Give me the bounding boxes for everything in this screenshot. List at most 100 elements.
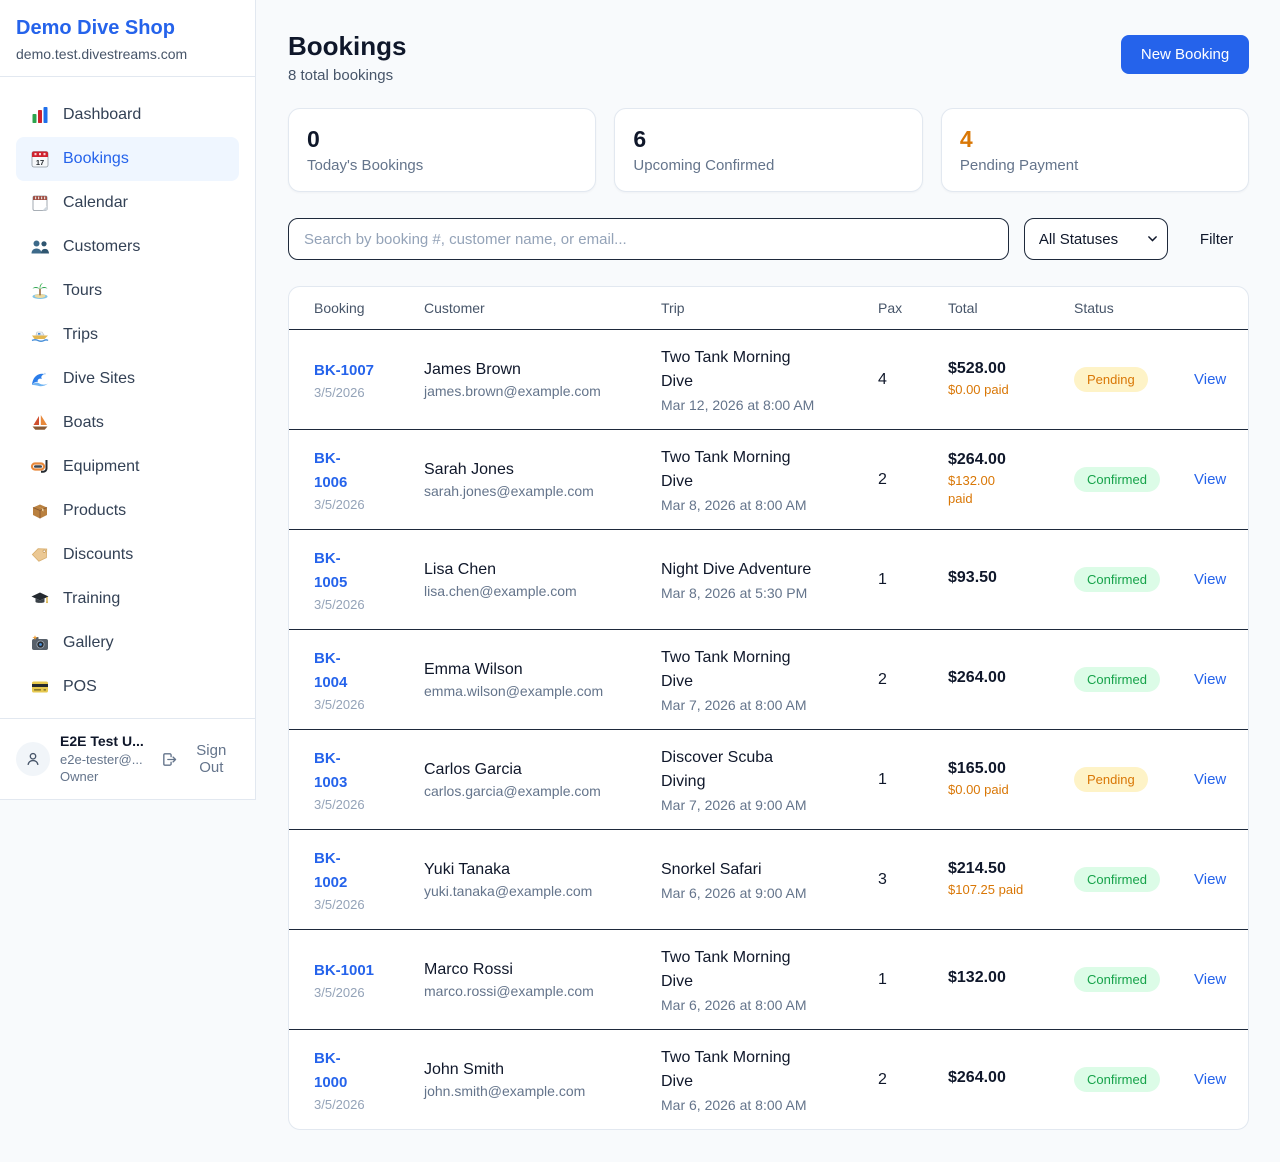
status-badge: Confirmed [1074, 467, 1160, 492]
sidebar-item-boats[interactable]: Boats [16, 401, 239, 445]
table-row: BK-1007 3/5/2026 James Brown james.brown… [289, 329, 1249, 429]
paid-amount: $107.25 paid [948, 882, 1024, 897]
trip-name: Two Tank Morning Dive [661, 349, 791, 390]
sidebar-item-label: Discounts [63, 546, 134, 563]
customer-cell: Emma Wilson emma.wilson@example.com [424, 661, 661, 699]
search-input[interactable] [288, 218, 1009, 260]
sidebar-item-bookings[interactable]: 17 Bookings [16, 137, 239, 181]
booking-id-link[interactable]: BK- 1002 [314, 850, 348, 891]
sidebar-item-label: Boats [63, 414, 104, 431]
svg-text:17: 17 [36, 158, 44, 167]
view-link[interactable]: View [1194, 670, 1227, 688]
sidebar-item-label: Bookings [63, 150, 129, 167]
table-row: BK- 1000 3/5/2026 John Smith john.smith@… [289, 1029, 1249, 1129]
customer-name: Marco Rossi [424, 960, 513, 978]
sidebar-item-tours[interactable]: Tours [16, 269, 239, 313]
new-booking-button[interactable]: New Booking [1120, 35, 1250, 74]
booking-id-link[interactable]: BK- 1003 [314, 750, 348, 791]
booking-id-link[interactable]: BK- 1005 [314, 550, 348, 591]
status-badge: Confirmed [1074, 1067, 1160, 1092]
dive-mask-icon [30, 457, 50, 477]
trip-datetime: Mar 6, 2026 at 8:00 AM [661, 997, 807, 1013]
view-link[interactable]: View [1194, 970, 1227, 988]
total-amount: $264.00 [948, 1069, 1006, 1086]
booking-id-link[interactable]: BK-1007 [314, 362, 375, 379]
island-icon [30, 281, 50, 301]
booking-id-link[interactable]: BK-1001 [314, 962, 375, 979]
sidebar-item-trips[interactable]: Trips [16, 313, 239, 357]
customer-cell: Marco Rossi marco.rossi@example.com [424, 961, 661, 999]
pax-value: 1 [878, 570, 887, 588]
sidebar-item-equipment[interactable]: Equipment [16, 445, 239, 489]
table-header-row: Booking Customer Trip Pax Total Status [289, 287, 1248, 329]
brand-block: Demo Dive Shop demo.test.divestreams.com [0, 0, 255, 77]
sidebar-item-label: Products [63, 502, 127, 519]
pax-value: 4 [878, 370, 887, 388]
status-cell: Confirmed [1074, 1067, 1194, 1092]
trip-datetime: Mar 12, 2026 at 8:00 AM [661, 397, 815, 413]
status-select[interactable]: All Statuses [1023, 218, 1168, 260]
booking-cell: BK-1001 3/5/2026 [314, 959, 424, 1000]
sidebar-item-training[interactable]: Training [16, 577, 239, 621]
view-link[interactable]: View [1194, 470, 1227, 488]
sidebar-item-customers[interactable]: Customers [16, 225, 239, 269]
stat-card-todays-bookings: 0 Today's Bookings [288, 108, 597, 192]
view-link[interactable]: View [1194, 370, 1227, 388]
booking-id-link[interactable]: BK- 1000 [314, 1050, 348, 1091]
total-cell: $264.00 [948, 1069, 1074, 1090]
sidebar-item-label: Tours [63, 282, 103, 299]
trip-cell: Two Tank Morning Dive Mar 12, 2026 at 8:… [661, 346, 878, 413]
total-cell: $264.00 $132.00 paid [948, 451, 1074, 508]
customer-name: John Smith [424, 1060, 505, 1078]
total-amount: $93.50 [948, 569, 997, 586]
view-link[interactable]: View [1194, 1070, 1227, 1088]
column-header-status: Status [1074, 300, 1114, 316]
actions-cell: View [1194, 471, 1226, 489]
sidebar-item-calendar[interactable]: Calendar [16, 181, 239, 225]
total-amount: $264.00 [948, 451, 1006, 468]
trip-datetime: Mar 6, 2026 at 8:00 AM [661, 1097, 807, 1113]
trip-name: Two Tank Morning Dive [661, 949, 791, 990]
actions-cell: View [1194, 671, 1226, 689]
customer-name: James Brown [424, 360, 521, 378]
view-link[interactable]: View [1194, 870, 1227, 888]
booking-id-link[interactable]: BK- 1004 [314, 650, 348, 691]
total-cell: $132.00 [948, 969, 1074, 990]
grad-cap-icon [30, 589, 50, 609]
stats-row: 0 Today's Bookings 6 Upcoming Confirmed … [288, 108, 1250, 192]
view-link[interactable]: View [1194, 770, 1227, 788]
sidebar-item-pos[interactable]: POS [16, 665, 239, 709]
sidebar-item-gallery[interactable]: Gallery [16, 621, 239, 665]
user-section: E2E Test U... e2e-tester@... Owner Sign … [0, 718, 255, 799]
sign-out-button[interactable]: Sign Out [161, 742, 239, 776]
package-icon [30, 501, 50, 521]
sidebar-item-discounts[interactable]: Discounts [16, 533, 239, 577]
pax-value: 1 [878, 770, 887, 788]
total-amount: $132.00 [948, 969, 1006, 986]
total-cell: $93.50 [948, 569, 1074, 590]
table-body: BK-1007 3/5/2026 James Brown james.brown… [289, 329, 1249, 1129]
sidebar-item-dashboard[interactable]: Dashboard [16, 93, 239, 137]
sidebar: Demo Dive Shop demo.test.divestreams.com… [0, 0, 256, 800]
column-header-customer: Customer [424, 300, 485, 316]
sidebar-nav: Dashboard 17 Bookings Calendar Customers… [0, 77, 255, 718]
customer-cell: James Brown james.brown@example.com [424, 361, 661, 399]
trip-cell: Two Tank Morning Dive Mar 7, 2026 at 8:0… [661, 646, 878, 713]
bookings-table: Booking Customer Trip Pax Total Status B… [288, 286, 1250, 1130]
speedboat-icon [30, 325, 50, 345]
view-link[interactable]: View [1194, 570, 1227, 588]
pax-value: 2 [878, 670, 887, 688]
status-cell: Pending [1074, 767, 1194, 792]
filter-button[interactable]: Filter [1184, 231, 1249, 248]
booking-date: 3/5/2026 [314, 385, 365, 400]
sidebar-item-products[interactable]: Products [16, 489, 239, 533]
column-header-booking: Booking [314, 300, 365, 316]
shop-domain: demo.test.divestreams.com [16, 46, 188, 62]
booking-date: 3/5/2026 [314, 1097, 365, 1112]
actions-cell: View [1194, 571, 1226, 589]
booking-id-link[interactable]: BK- 1006 [314, 450, 348, 491]
trip-cell: Two Tank Morning Dive Mar 8, 2026 at 8:0… [661, 446, 878, 513]
sidebar-item-dive-sites[interactable]: Dive Sites [16, 357, 239, 401]
status-cell: Confirmed [1074, 567, 1194, 592]
paid-amount: $0.00 paid [948, 782, 1009, 797]
